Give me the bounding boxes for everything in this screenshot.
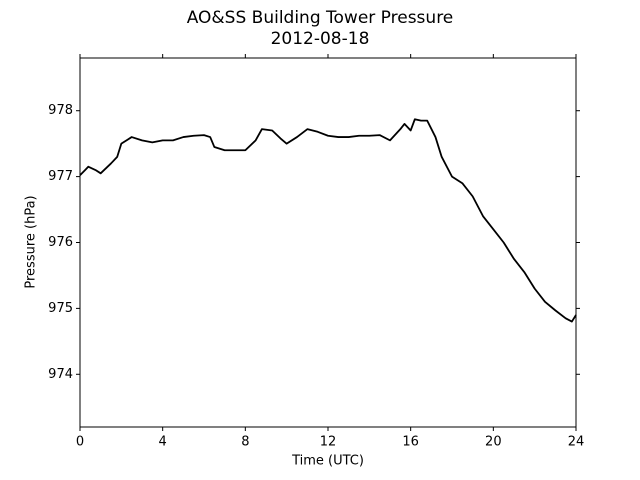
x-axis-label: Time (UTC) (291, 454, 364, 469)
x-tick-label: 12 (320, 435, 337, 450)
x-tick-label: 20 (485, 435, 502, 450)
y-tick-label: 977 (48, 169, 73, 184)
x-tick-label: 16 (402, 435, 419, 450)
plot-frame (79, 57, 577, 428)
x-tick-label: 4 (159, 435, 167, 450)
y-axis-label: Pressure (hPa) (24, 195, 39, 288)
x-tick-label: 8 (241, 435, 249, 450)
y-tick-label: 976 (48, 235, 73, 250)
x-tick-label: 0 (76, 435, 84, 450)
x-tick-label: 24 (568, 435, 585, 450)
chart-subtitle: 2012-08-18 (271, 29, 370, 49)
chart-title: AO&SS Building Tower Pressure (187, 8, 454, 28)
y-tick-label: 974 (48, 367, 73, 382)
line (79, 118, 577, 323)
y-tick-label: 978 (48, 103, 73, 118)
y-tick-label: 975 (48, 301, 73, 316)
